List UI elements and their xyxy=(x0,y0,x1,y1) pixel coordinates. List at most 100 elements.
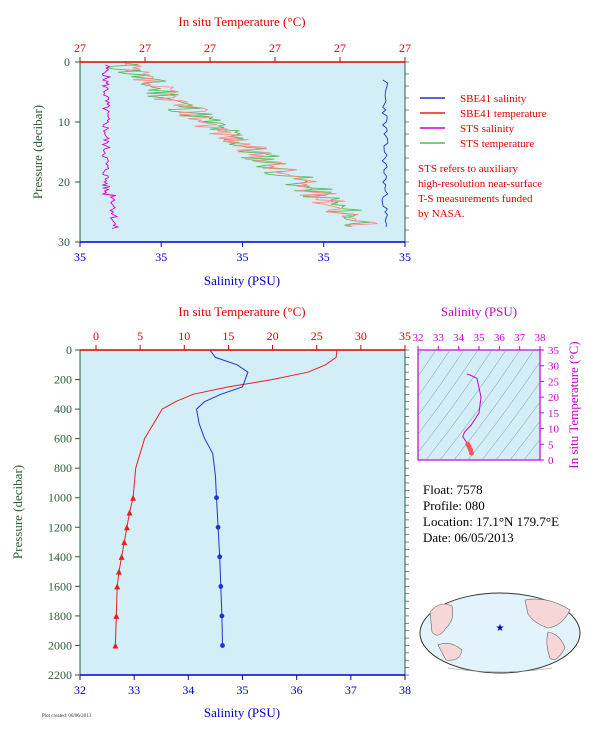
top-temp-tick-label: 27 xyxy=(139,41,151,55)
top-temp-tick-label: 27 xyxy=(74,41,86,55)
top-temp-tick-label: 27 xyxy=(399,41,411,55)
legend: SBE41 salinity SBE41 temperature STS sal… xyxy=(418,93,547,220)
main-sal-tick-label: 34 xyxy=(182,683,194,697)
density-contour xyxy=(418,350,493,453)
map-land-asia xyxy=(429,603,454,636)
sbe-temperature-point xyxy=(126,509,133,516)
top-series xyxy=(101,62,389,229)
float-info: Float: 7578 Profile: 080 Location: 17.1°… xyxy=(423,482,559,545)
density-contour xyxy=(425,350,507,460)
sbe-temperature-point xyxy=(118,553,125,560)
ts-temp-tick-label: 15 xyxy=(548,408,560,420)
sts-temperature-line xyxy=(106,62,371,228)
sbe-salinity-point xyxy=(220,643,225,648)
top-temp-axis-title: In situ Temperature (°C) xyxy=(178,14,305,29)
legend-note-line-1: STS refers to auxiliary xyxy=(418,163,518,175)
main-pressure-tick-label: 1000 xyxy=(48,491,72,505)
profile-number: Profile: 080 xyxy=(423,498,485,513)
top-sal-tick-label: 35 xyxy=(237,250,249,264)
legend-label-sts-salinity: STS salinity xyxy=(460,123,515,135)
legend-note-line-4: by NASA. xyxy=(418,208,465,220)
top-pressure-tick-label: 10 xyxy=(58,115,70,129)
main-sal-tick-label: 35 xyxy=(237,683,249,697)
ts-temp-tick-label: 35 xyxy=(548,345,560,357)
main-sal-tick-label: 37 xyxy=(345,683,357,697)
sbe-salinity-point xyxy=(219,613,225,619)
main-temp-tick-label: 30 xyxy=(355,329,367,343)
ts-sal-tick-label: 33 xyxy=(433,332,445,344)
main-pressure-tick-label: 600 xyxy=(54,432,72,446)
top-sal-tick-label: 35 xyxy=(318,250,330,264)
main-pressure-tick-label: 0 xyxy=(66,343,72,357)
top-sal-axis-title: Salinity (PSU) xyxy=(204,273,280,288)
main-temp-tick-label: 15 xyxy=(222,329,234,343)
sbe-temperature-point xyxy=(112,642,119,649)
main-sal-tick-label: 36 xyxy=(291,683,303,697)
density-contour xyxy=(481,381,540,460)
footer-note: Plot created: 06/06/2013 xyxy=(42,714,92,719)
main-temp-tick-label: 35 xyxy=(399,329,411,343)
world-map: ★ xyxy=(419,592,581,674)
ts-sal-tick-label: 32 xyxy=(413,332,424,344)
ts-sal-tick-label: 36 xyxy=(494,332,506,344)
ts-plot-area xyxy=(417,349,541,461)
main-sal-tick-label: 38 xyxy=(399,683,411,697)
main-plot-area xyxy=(79,349,406,676)
top-pressure-tick-label: 0 xyxy=(64,55,70,69)
density-contour xyxy=(418,350,451,397)
main-pressure-tick-label: 800 xyxy=(54,461,72,475)
map-land-north-america xyxy=(524,598,571,629)
top-sal-tick-label: 35 xyxy=(74,250,86,264)
sbe-salinity-point xyxy=(218,584,224,589)
main-pressure-tick-label: 1400 xyxy=(48,550,72,564)
ts-temp-tick-label: 10 xyxy=(548,424,560,436)
density-contour xyxy=(580,350,601,460)
sbe-salinity-line xyxy=(381,79,389,228)
top-pressure-tick-label: 20 xyxy=(58,175,70,189)
main-sal-tick-label: 33 xyxy=(128,683,140,697)
top-temp-tick-label: 27 xyxy=(204,41,216,55)
main-pressure-axis-title: Pressure (decibar) xyxy=(10,465,25,559)
ts-temp-tick-label: 30 xyxy=(548,361,560,373)
top-temp-tick-label: 27 xyxy=(269,41,281,55)
main-pressure-tick-label: 1800 xyxy=(48,609,72,623)
main-series xyxy=(112,349,338,649)
main-temp-axis-title: In situ Temperature (°C) xyxy=(178,304,305,319)
ts-ticks: 32 33 34 35 36 37 38 0 5 10 15 20 25 30 35 xyxy=(413,332,560,467)
density-contour xyxy=(509,420,540,460)
ts-sal-tick-label: 34 xyxy=(453,332,465,344)
main-pressure-tick-label: 2000 xyxy=(48,638,72,652)
density-contour xyxy=(418,350,437,377)
legend-note-line-3: T-S measurements funded xyxy=(418,193,533,205)
main-sal-axis-title: Salinity (PSU) xyxy=(204,705,280,720)
sbe-salinity-point xyxy=(214,495,219,501)
ts-sal-tick-label: 38 xyxy=(535,332,547,344)
date: Date: 06/05/2013 xyxy=(423,530,514,545)
legend-label-sts-temperature: STS temperature xyxy=(460,138,534,150)
top-sal-tick-label: 35 xyxy=(399,250,411,264)
ts-panel: 32 33 34 35 36 37 38 0 5 10 15 20 25 30 35 Salinity (P… xyxy=(413,304,601,469)
map-antarctica-outline xyxy=(447,667,553,673)
legend-label-sbe-salinity: SBE41 salinity xyxy=(460,93,527,105)
top-ticks: 27 27 27 27 27 27 35 35 35 35 35 0 10 20 30 xyxy=(58,41,411,264)
main-pressure-tick-label: 400 xyxy=(54,402,72,416)
map-land-australia xyxy=(437,643,463,661)
main-temp-tick-label: 0 xyxy=(93,329,99,343)
sbe-temperature-point xyxy=(113,612,120,619)
sbe-temperature-point xyxy=(130,494,137,501)
main-temp-tick-label: 20 xyxy=(267,329,279,343)
density-contour xyxy=(467,361,540,460)
ts-sal-tick-label: 35 xyxy=(474,332,486,344)
top-pressure-axis-title: Pressure (decibar) xyxy=(30,105,45,199)
top-temp-tick-label: 27 xyxy=(334,41,346,55)
ts-temp-tick-label: 0 xyxy=(548,455,554,467)
ts-series xyxy=(462,373,482,456)
density-contour xyxy=(418,350,465,417)
map-land-south-america xyxy=(546,631,566,660)
sbe-temperature-line xyxy=(114,349,338,646)
ts-temp-tick-label: 20 xyxy=(548,392,560,404)
legend-label-sbe-temperature: SBE41 temperature xyxy=(460,108,547,120)
main-temp-tick-label: 25 xyxy=(311,329,323,343)
main-pressure-tick-label: 200 xyxy=(54,373,72,387)
